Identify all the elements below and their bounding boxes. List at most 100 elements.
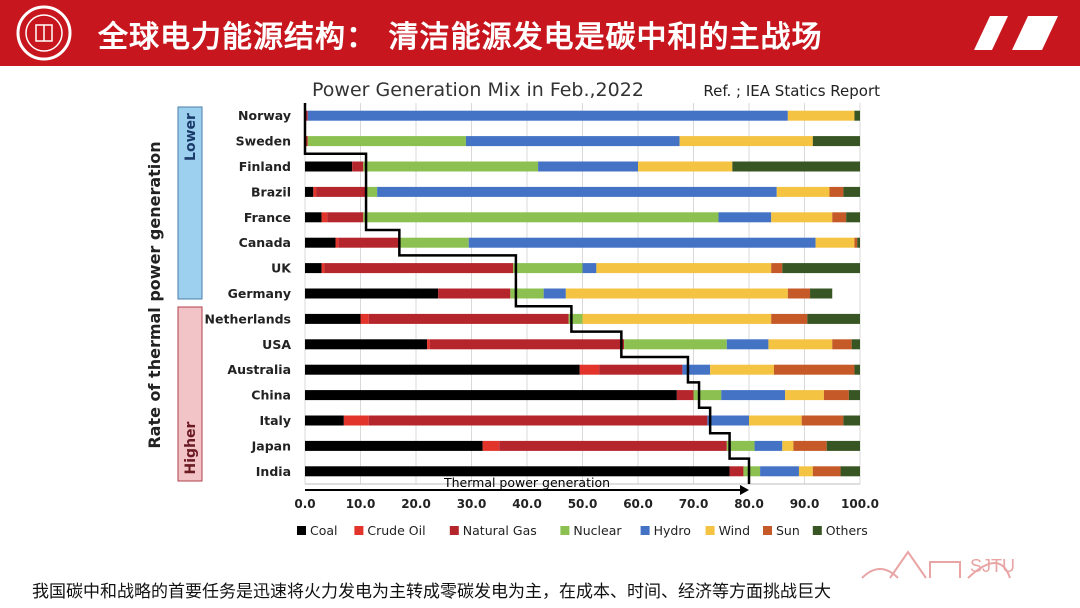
x-tick-label: 70.0 [679,497,709,511]
bar-wind [815,237,855,248]
bar-natural-gas [429,339,625,350]
lower-band [177,106,203,300]
bar-natural-gas [316,186,367,197]
legend-swatch-coal [297,526,306,535]
bar-others [851,339,860,350]
bar-hydro [726,339,769,350]
bar-nuclear [693,390,722,401]
bar-wind [596,263,772,274]
thermal-step-line [303,103,751,484]
bar-coal [305,186,314,197]
bar-hydro [307,110,788,121]
bar-natural-gas [729,466,744,477]
bar-crude-oil [343,415,369,426]
chart-source: Ref. ; IEA Statics Report [703,82,880,100]
category-label: India [256,464,291,479]
x-tick-label: 90.0 [790,497,820,511]
lower-label: Lower [183,113,199,161]
bar-others [840,466,860,477]
bar-coal [305,466,730,477]
category-label: Australia [227,362,291,377]
x-tick-label: 20.0 [401,497,431,511]
category-label: Netherlands [205,311,291,326]
bar-coal [305,161,353,172]
bar-others [843,415,860,426]
category-label: France [244,210,291,225]
bar-hydro [760,466,799,477]
bar-hydro [377,186,777,197]
bar-nuclear [568,313,583,324]
bar-others [843,186,860,197]
x-tick-label: 60.0 [623,497,653,511]
bar-coal [305,288,439,299]
bar-wind [787,110,855,121]
bar-others [810,288,833,299]
bar-natural-gas [338,237,400,248]
bar-hydro [682,364,711,375]
bar-others [812,136,860,147]
bar-hydro [754,440,783,451]
category-label: Germany [228,286,291,301]
bar-sun [773,364,855,375]
bar-crude-oil [335,237,339,248]
bar-natural-gas [324,263,514,274]
category-label: Brazil [251,184,291,199]
bar-others [807,313,860,324]
bar-others [826,440,860,451]
bar-crude-oil [579,364,600,375]
chart-title: Power Generation Mix in Feb.,2022 [312,79,644,101]
legend-swatch-hydro [640,526,650,535]
thermal-arrow-head [740,485,749,495]
bar-coal [305,440,483,451]
bar-natural-gas [352,161,364,172]
bar-others [782,263,860,274]
bar-others [857,237,860,248]
category-label: UK [271,261,292,276]
category-label: Finland [239,159,291,174]
bar-crude-oil [313,186,317,197]
bar-hydro [707,415,749,426]
legend-label: Crude Oil [367,523,425,538]
bar-coal [305,415,344,426]
bar-natural-gas [499,440,727,451]
category-label: Sweden [236,134,291,149]
bar-sun [832,339,852,350]
campus-logo-text: SJTU [970,556,1015,576]
bar-nuclear [363,161,539,172]
bar-sun [854,237,858,248]
bar-sun [812,466,841,477]
category-label: China [251,388,291,403]
bar-nuclear [726,440,755,451]
power-mix-chart: Power Generation Mix in Feb.,2022 Ref. ; … [140,70,890,548]
bar-others [732,161,860,172]
bar-hydro [718,212,772,223]
legend-swatch-wind [705,526,715,535]
bar-natural-gas [305,136,308,147]
bar-coal [305,212,322,223]
sjtu-slash-logo-icon [974,16,1058,50]
bar-others [848,390,860,401]
bar-natural-gas [676,390,694,401]
bar-hydro [538,161,638,172]
bar-wind [782,440,794,451]
bar-hydro [721,390,786,401]
x-tick-label: 40.0 [512,497,542,511]
bar-natural-gas [368,415,708,426]
bar-natural-gas [327,212,364,223]
bar-nuclear [363,212,719,223]
legend-swatch-sun [763,526,772,535]
higher-label: Higher [183,421,199,474]
bar-crude-oil [321,212,328,223]
bar-nuclear [399,237,469,248]
bar-coal [305,364,580,375]
bar-wind [749,415,802,426]
bar-sun [771,263,783,274]
bar-crude-oil [482,440,500,451]
bar-natural-gas [438,288,511,299]
university-seal-icon [16,5,72,61]
thermal-arrow-label: Thermal power generation [443,475,610,490]
x-tick-label: 100.0 [841,497,879,511]
bar-hydro [582,263,597,274]
bar-sun [823,390,849,401]
bar-nuclear [307,136,466,147]
